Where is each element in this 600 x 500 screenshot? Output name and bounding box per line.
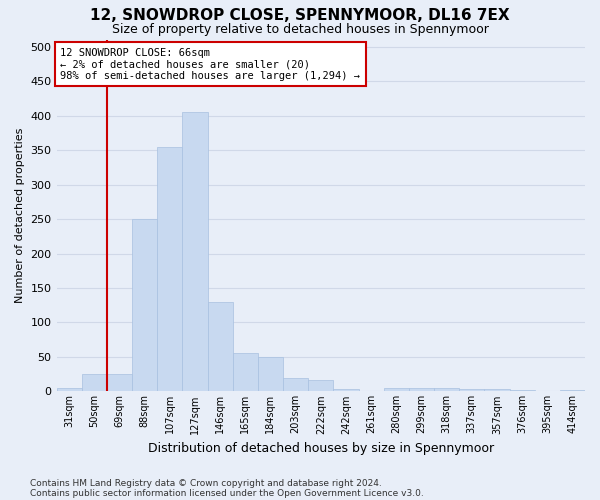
- Bar: [258, 357, 283, 392]
- Bar: [283, 378, 308, 392]
- Bar: [560, 390, 585, 392]
- Text: Contains public sector information licensed under the Open Government Licence v3: Contains public sector information licen…: [30, 488, 424, 498]
- Bar: [459, 388, 484, 392]
- Bar: [208, 302, 233, 392]
- Bar: [82, 374, 107, 392]
- Bar: [107, 374, 132, 392]
- X-axis label: Distribution of detached houses by size in Spennymoor: Distribution of detached houses by size …: [148, 442, 494, 455]
- Bar: [233, 354, 258, 392]
- Bar: [182, 112, 208, 392]
- Bar: [383, 388, 409, 392]
- Bar: [308, 380, 334, 392]
- Bar: [56, 388, 82, 392]
- Text: Contains HM Land Registry data © Crown copyright and database right 2024.: Contains HM Land Registry data © Crown c…: [30, 478, 382, 488]
- Text: 12, SNOWDROP CLOSE, SPENNYMOOR, DL16 7EX: 12, SNOWDROP CLOSE, SPENNYMOOR, DL16 7EX: [90, 8, 510, 22]
- Y-axis label: Number of detached properties: Number of detached properties: [15, 128, 25, 304]
- Text: 12 SNOWDROP CLOSE: 66sqm
← 2% of detached houses are smaller (20)
98% of semi-de: 12 SNOWDROP CLOSE: 66sqm ← 2% of detache…: [61, 48, 361, 80]
- Bar: [334, 388, 359, 392]
- Bar: [157, 147, 182, 392]
- Bar: [535, 390, 560, 392]
- Bar: [132, 219, 157, 392]
- Bar: [409, 388, 434, 392]
- Bar: [484, 388, 509, 392]
- Bar: [509, 390, 535, 392]
- Bar: [434, 388, 459, 392]
- Bar: [359, 390, 383, 392]
- Text: Size of property relative to detached houses in Spennymoor: Size of property relative to detached ho…: [112, 22, 488, 36]
